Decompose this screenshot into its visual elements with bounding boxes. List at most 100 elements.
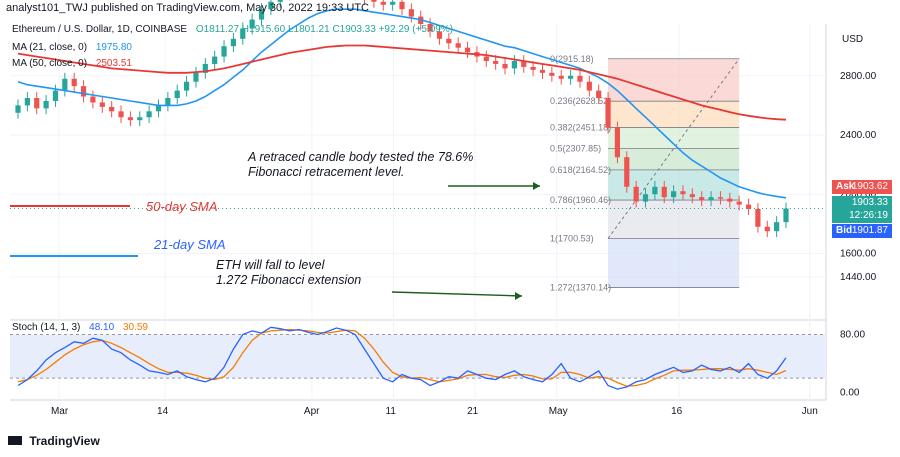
- fib-zone-band: [608, 101, 740, 128]
- fib-zone-band: [608, 238, 740, 288]
- stoch-k-line: [17, 326, 787, 390]
- candle-body: [671, 191, 677, 198]
- bid-label: Bid: [836, 225, 853, 236]
- fib-level-label: 0.786(1960.46): [550, 195, 611, 205]
- candle-body: [109, 106, 115, 112]
- candle-body: [221, 46, 227, 57]
- candle-body: [90, 96, 96, 103]
- candle-body: [230, 38, 237, 47]
- candle-body: [642, 194, 649, 202]
- candle-body: [455, 43, 461, 48]
- fib-zone-band: [608, 58, 740, 102]
- candle-body: [783, 208, 789, 223]
- ma50-legend: MA (50, close, 0) 2503.51: [12, 58, 132, 69]
- y-tick-label: 1600.00: [840, 248, 877, 259]
- candle-body: [71, 78, 77, 87]
- ma21-value: 1975.80: [95, 42, 132, 53]
- candle-body: [137, 117, 143, 121]
- candle-body: [539, 69, 546, 73]
- candle-body: [633, 186, 639, 202]
- stoch-legend: Stoch (14, 1, 3) 48.10 30.59: [12, 322, 148, 333]
- fall-line-2: 1.272 Fibonacci extension: [216, 273, 362, 287]
- fib-trend-line: [607, 58, 740, 239]
- candle-body: [624, 157, 630, 187]
- retrace-line-2: Fibonacci retracement level.: [248, 165, 405, 179]
- ma50-label: MA (50, close, 0): [12, 58, 88, 69]
- candle-body: [652, 186, 658, 195]
- symbol-line: Ethereum / U.S. Dollar, 1D, COINBASE: [12, 24, 188, 35]
- candle-body: [521, 61, 527, 67]
- candle-body: [736, 201, 742, 205]
- candle-body: [717, 197, 724, 199]
- tradingview-logo-icon: [8, 436, 22, 445]
- stoch-label: Stoch (14, 1, 3): [12, 322, 81, 333]
- main-legend: Ethereum / U.S. Dollar, 1D, COINBASE O18…: [12, 24, 453, 35]
- candle-body: [427, 24, 433, 32]
- candle-body: [268, 1, 274, 10]
- tradingview-logo: TradingView: [8, 434, 100, 448]
- candle-body: [80, 86, 87, 97]
- candle-body: [727, 198, 733, 202]
- x-tick-label: 21: [467, 406, 479, 417]
- countdown-tag: 12:26:19: [832, 209, 892, 223]
- last-price-value: 1903.33: [851, 197, 888, 208]
- fib-level-label: 1.272(1370.14): [550, 282, 611, 292]
- candle-body: [118, 111, 124, 118]
- candle-body: [493, 61, 499, 64]
- candle-body: [249, 19, 255, 29]
- fib-zone-band: [608, 127, 740, 149]
- candle-body: [549, 72, 555, 76]
- candle-body: [755, 209, 761, 227]
- x-tick-label: May: [549, 406, 568, 417]
- y-tick-label: 2800.00: [840, 71, 877, 82]
- candle-body: [165, 98, 171, 106]
- candle-body: [193, 72, 199, 82]
- y-tick-label: 2400.00: [840, 130, 877, 141]
- candle-body: [34, 98, 40, 109]
- ma50-line: [17, 44, 787, 121]
- x-tick-label: 16: [671, 406, 683, 417]
- candle-body: [530, 66, 536, 70]
- candle-body: [745, 204, 752, 209]
- x-tick-label: Apr: [304, 406, 320, 417]
- fib-level-label: 0.618(2164.52): [550, 165, 611, 175]
- candle-body: [174, 90, 180, 98]
- publish-line: analyst101_TWJ published on TradingView.…: [6, 2, 369, 14]
- candle-body: [661, 186, 667, 198]
- candle-body: [52, 90, 59, 101]
- candle-body: [380, 1, 386, 5]
- x-tick-label: Mar: [51, 406, 69, 417]
- ma50-value: 2503.51: [95, 58, 132, 69]
- stoch-band: [10, 334, 826, 379]
- candle-body: [99, 102, 105, 107]
- x-tick-label: 11: [386, 406, 397, 417]
- fib-zone-band: [608, 200, 740, 239]
- candle-body: [399, 1, 405, 10]
- candle-body: [127, 117, 133, 121]
- candle-body: [464, 47, 471, 53]
- stoch-k-value: 48.10: [89, 322, 115, 333]
- stoch-d-line: [17, 328, 787, 387]
- candle-body: [614, 127, 621, 158]
- stoch-y-tick-label: 80.00: [840, 330, 865, 341]
- stoch-d-value: 30.59: [122, 322, 148, 333]
- retrace-arrow-head: [533, 182, 540, 190]
- candle-body: [764, 226, 770, 232]
- candle-body: [483, 56, 489, 61]
- candle-body: [586, 81, 592, 91]
- y-tick-label: 1440.00: [840, 272, 877, 283]
- y-tick-label: 2000.00: [840, 189, 877, 200]
- ma21-line: [17, 8, 787, 199]
- stoch-y-tick-label: 0.00: [840, 388, 860, 399]
- retrace-annotation: A retraced candle body tested the 78.6% …: [248, 150, 473, 180]
- sma21-annotation: 21-day SMA: [154, 237, 226, 252]
- last-price-tag: 1903.33: [832, 196, 892, 210]
- ask-label: Ask: [836, 181, 855, 192]
- fall-line-1: ETH will fall to level: [216, 258, 325, 272]
- tradingview-logo-text: TradingView: [29, 434, 100, 448]
- y-axis-unit: USD: [842, 34, 863, 45]
- fall-arrow-head: [515, 292, 522, 300]
- candle-body: [436, 31, 443, 39]
- candle-body: [24, 98, 30, 106]
